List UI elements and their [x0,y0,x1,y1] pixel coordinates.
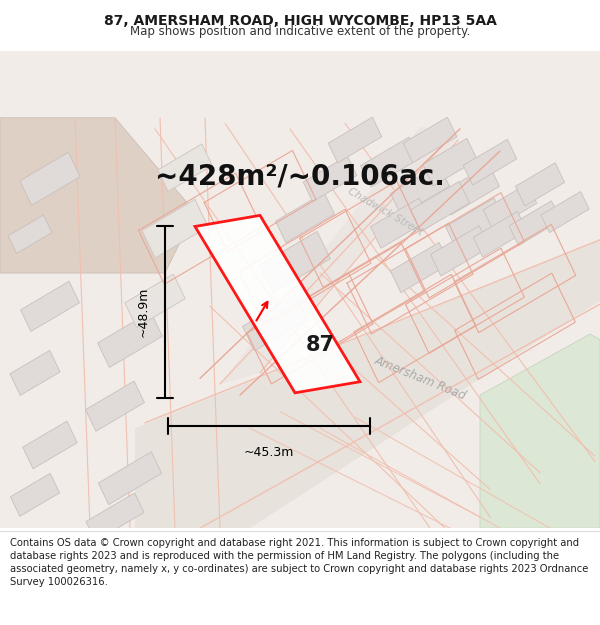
Polygon shape [98,452,161,504]
Polygon shape [440,165,499,215]
Text: Map shows position and indicative extent of the property.: Map shows position and indicative extent… [130,26,470,39]
Polygon shape [195,216,360,393]
Polygon shape [20,281,79,331]
Text: 87: 87 [305,335,335,355]
Polygon shape [509,201,561,246]
Polygon shape [423,138,477,186]
Polygon shape [125,274,185,328]
Polygon shape [446,198,505,248]
Polygon shape [403,117,457,162]
Polygon shape [275,192,334,242]
Polygon shape [515,163,565,206]
Text: Contains OS data © Crown copyright and database right 2021. This information is : Contains OS data © Crown copyright and d… [10,538,589,588]
Polygon shape [158,144,212,191]
Polygon shape [23,421,77,469]
Polygon shape [220,127,460,384]
Text: ~48.9m: ~48.9m [137,287,150,337]
Polygon shape [483,184,537,229]
Polygon shape [431,226,490,276]
Polygon shape [473,211,527,257]
Polygon shape [480,334,600,528]
Polygon shape [303,156,357,202]
Polygon shape [142,199,208,258]
Polygon shape [391,165,449,215]
Polygon shape [86,493,144,541]
Text: ~428m²/~0.106ac.: ~428m²/~0.106ac. [155,162,445,190]
Polygon shape [0,51,600,528]
Polygon shape [391,242,449,292]
Polygon shape [10,351,60,396]
Polygon shape [328,117,382,162]
Polygon shape [361,137,419,188]
Polygon shape [260,231,330,292]
Polygon shape [242,295,307,351]
Polygon shape [10,473,59,516]
Text: Amersham Road: Amersham Road [372,354,468,402]
Polygon shape [98,312,163,368]
Polygon shape [371,198,430,248]
Polygon shape [8,215,52,254]
Polygon shape [135,240,600,528]
Polygon shape [86,381,145,431]
Text: 87, AMERSHAM ROAD, HIGH WYCOMBE, HP13 5AA: 87, AMERSHAM ROAD, HIGH WYCOMBE, HP13 5A… [104,14,496,28]
Polygon shape [20,152,80,206]
Polygon shape [0,118,195,273]
Polygon shape [410,181,469,232]
Text: Chadwick Street: Chadwick Street [346,186,424,238]
Polygon shape [541,191,589,232]
Text: ~45.3m: ~45.3m [244,446,294,459]
Polygon shape [463,139,517,185]
